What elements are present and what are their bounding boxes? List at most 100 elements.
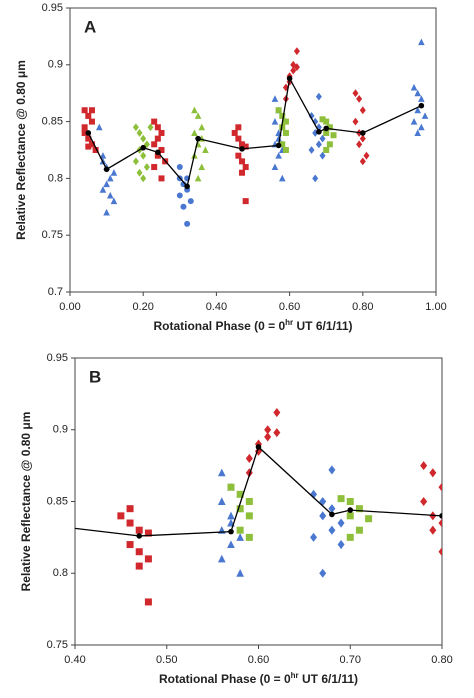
- plot-frame: [74, 357, 443, 646]
- mean-point: [286, 75, 293, 82]
- point: [323, 118, 330, 125]
- point: [319, 511, 327, 521]
- point: [144, 529, 152, 537]
- point: [147, 123, 154, 132]
- mean-point: [103, 166, 110, 173]
- y-tick-label: 0.85: [47, 495, 68, 507]
- point: [323, 129, 330, 136]
- x-tick-label: 0.00: [59, 301, 80, 313]
- point: [410, 118, 418, 125]
- point: [319, 151, 326, 160]
- x-axis-label-part: UT 6/1/11): [299, 672, 358, 686]
- y-tick-label: 0.8: [53, 567, 68, 579]
- panel-label: B: [89, 367, 101, 386]
- y-tick-label: 0.75: [42, 229, 63, 241]
- point: [88, 107, 95, 114]
- point: [136, 168, 143, 177]
- y-tick-label: 0.7: [48, 286, 63, 298]
- plot-frame: [69, 7, 437, 293]
- point: [279, 141, 286, 148]
- point: [227, 511, 235, 520]
- point: [235, 124, 242, 131]
- point: [151, 164, 158, 171]
- point: [438, 547, 442, 557]
- point: [275, 135, 282, 142]
- point: [271, 95, 279, 102]
- point: [356, 94, 363, 103]
- point: [44, 533, 52, 541]
- point: [144, 598, 152, 606]
- point: [81, 107, 88, 114]
- point: [239, 141, 246, 148]
- point: [315, 140, 322, 149]
- point: [236, 569, 244, 577]
- point: [420, 496, 428, 507]
- point: [352, 89, 359, 98]
- point: [271, 163, 279, 171]
- point: [310, 532, 318, 542]
- point: [438, 482, 442, 492]
- point: [275, 107, 282, 114]
- point: [85, 135, 92, 142]
- point: [242, 198, 249, 205]
- x-tick-label: 0.70: [340, 654, 361, 666]
- mean-point: [316, 129, 322, 135]
- point: [420, 461, 428, 471]
- point: [103, 180, 110, 188]
- point: [273, 428, 281, 438]
- point: [92, 147, 99, 153]
- point: [328, 525, 336, 535]
- point: [158, 175, 165, 182]
- point: [202, 146, 209, 153]
- point: [359, 157, 366, 166]
- point: [315, 92, 322, 101]
- point: [34, 555, 42, 563]
- y-tick-label: 0.95: [42, 2, 63, 14]
- x-tick-label: 0.80: [352, 301, 373, 313]
- point: [279, 112, 286, 119]
- point: [231, 129, 238, 136]
- point: [245, 498, 253, 505]
- mean-line: [75, 445, 442, 537]
- plot-area: [81, 38, 429, 227]
- x-axis-label: Rotational Phase (0 = 0hr UT 6/1/11): [153, 318, 352, 333]
- point: [359, 106, 366, 115]
- mean-point: [155, 149, 161, 156]
- y-tick-label: 0.95: [47, 352, 68, 364]
- point: [117, 512, 125, 520]
- point: [414, 129, 421, 136]
- y-tick-label: 0.9: [48, 59, 63, 71]
- point: [99, 186, 107, 193]
- mean-point: [275, 142, 282, 149]
- point: [418, 95, 425, 102]
- point: [245, 533, 253, 541]
- point: [359, 134, 366, 143]
- point: [355, 505, 363, 513]
- point: [144, 555, 152, 563]
- point: [140, 151, 147, 160]
- point: [312, 129, 319, 137]
- x-tick-label: 0.50: [156, 654, 177, 666]
- mean-point: [195, 135, 201, 142]
- point: [194, 112, 202, 119]
- point: [7, 598, 14, 605]
- point: [293, 63, 300, 71]
- mean-point: [329, 511, 335, 518]
- mean-point: [255, 444, 262, 450]
- point: [126, 519, 134, 527]
- point: [81, 129, 88, 136]
- point: [326, 124, 333, 131]
- x-axis-label: Rotational Phase (0 = 0hr UT 6/1/11): [159, 671, 358, 686]
- point: [135, 526, 143, 534]
- point: [290, 66, 297, 75]
- point: [158, 147, 165, 153]
- point: [88, 141, 95, 148]
- point: [421, 112, 429, 119]
- point: [126, 541, 134, 549]
- x-axis-label-part: hr: [285, 318, 293, 327]
- point: [410, 83, 418, 91]
- point: [337, 518, 345, 528]
- point: [154, 152, 161, 159]
- point: [312, 174, 319, 183]
- mean-point: [360, 130, 366, 136]
